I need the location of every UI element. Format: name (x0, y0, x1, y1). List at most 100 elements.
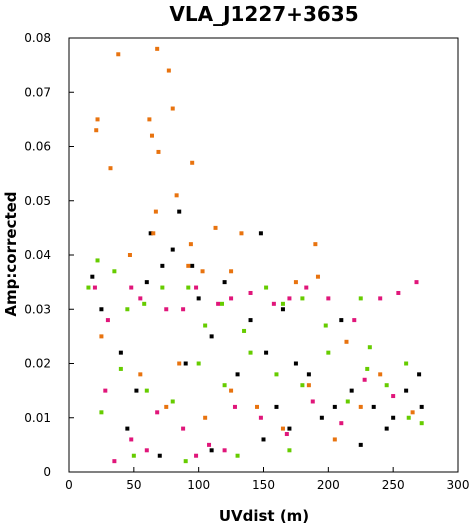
data-point (112, 269, 117, 274)
data-point (235, 453, 240, 458)
y-tick-label: 0.05 (24, 194, 51, 208)
data-point (344, 339, 349, 344)
data-point (129, 285, 134, 290)
data-point (414, 280, 419, 285)
data-point (95, 117, 100, 122)
data-point (142, 301, 147, 306)
data-point (280, 426, 285, 431)
data-point (326, 350, 331, 355)
data-point (99, 410, 104, 415)
data-point (157, 453, 162, 458)
data-point (131, 453, 136, 458)
data-point (181, 307, 186, 312)
data-point (177, 361, 182, 366)
data-point (319, 415, 324, 420)
data-point (384, 383, 389, 388)
data-point (248, 318, 253, 323)
data-point (242, 328, 247, 333)
data-point (177, 209, 182, 214)
y-axis: 0 0.01 0.02 0.03 0.04 0.05 0.06 0.07 0.08 (24, 31, 74, 479)
x-tick-label: 0 (65, 478, 73, 492)
data-point (164, 404, 169, 409)
data-point (129, 437, 134, 442)
data-point (280, 307, 285, 312)
data-point (300, 383, 305, 388)
data-point (248, 350, 253, 355)
data-point (287, 426, 292, 431)
data-point (170, 106, 175, 111)
y-axis-label: Amp:corrected (2, 191, 20, 316)
data-point (332, 437, 337, 442)
data-point (419, 421, 424, 426)
data-point (209, 448, 214, 453)
data-point (118, 350, 123, 355)
data-point (209, 334, 214, 339)
data-point (222, 383, 227, 388)
data-point (148, 231, 153, 236)
x-tick-label: 100 (187, 478, 210, 492)
data-point (222, 280, 227, 285)
data-point (287, 296, 292, 301)
data-point (287, 448, 292, 453)
data-point (293, 280, 298, 285)
data-point (313, 242, 318, 247)
data-point (90, 274, 95, 279)
data-point (239, 231, 244, 236)
data-point (207, 442, 212, 447)
data-point (151, 231, 156, 236)
data-point (365, 366, 370, 371)
data-point (396, 290, 401, 295)
data-point (274, 372, 279, 377)
y-tick-label: 0.07 (24, 85, 51, 99)
x-tick-label: 50 (126, 478, 141, 492)
data-point (378, 296, 383, 301)
y-tick-label: 0.08 (24, 31, 51, 45)
data-point (310, 399, 315, 404)
data-point (164, 307, 169, 312)
data-point (271, 301, 276, 306)
x-tick-label: 300 (447, 478, 470, 492)
data-point (99, 307, 104, 312)
data-point (391, 394, 396, 399)
data-point (134, 388, 139, 393)
data-point (103, 388, 108, 393)
data-point (144, 388, 149, 393)
x-axis-label: UVdist (m) (219, 507, 309, 525)
data-point (410, 410, 415, 415)
data-point (264, 350, 269, 355)
data-point (349, 388, 354, 393)
data-point (371, 404, 376, 409)
data-point (367, 345, 372, 350)
data-point (248, 290, 253, 295)
data-point (188, 242, 193, 247)
data-point (95, 258, 100, 263)
data-point (94, 128, 99, 133)
data-point (406, 415, 411, 420)
data-point (229, 296, 234, 301)
data-point (138, 296, 143, 301)
data-point (190, 160, 195, 165)
data-point (190, 263, 195, 268)
data-point (108, 166, 113, 171)
data-point (255, 404, 260, 409)
y-tick-label: 0.04 (24, 248, 51, 262)
data-point (229, 269, 234, 274)
y-tick-label: 0.01 (24, 411, 51, 425)
data-point (339, 421, 344, 426)
data-point (160, 285, 165, 290)
x-tick-label: 250 (382, 478, 405, 492)
plot-frame (68, 37, 459, 473)
data-point (419, 404, 424, 409)
x-tick-label: 150 (252, 478, 275, 492)
data-point (183, 459, 188, 464)
data-point (358, 404, 363, 409)
data-point (160, 263, 165, 268)
data-point (196, 296, 201, 301)
data-point (200, 269, 205, 274)
data-point (220, 301, 225, 306)
y-tick-label: 0 (43, 465, 51, 479)
y-tick-label: 0.06 (24, 140, 51, 154)
data-point (339, 318, 344, 323)
data-point (323, 323, 328, 328)
